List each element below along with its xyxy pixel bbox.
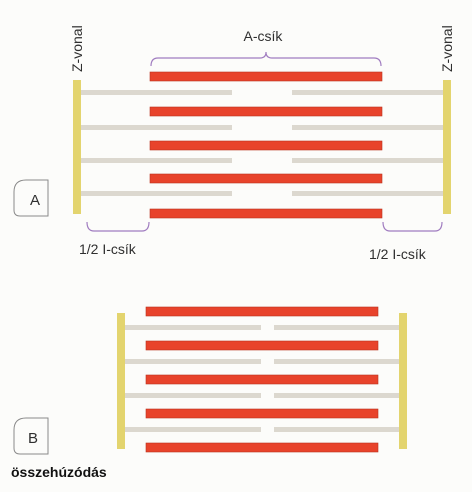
thin-filament [292, 125, 444, 130]
thin-filament [125, 325, 261, 330]
thin-filament [125, 393, 261, 398]
thin-filament [274, 393, 400, 398]
half-i-band-bracket-left [86, 221, 150, 232]
thick-filament [145, 408, 379, 419]
thin-filament [80, 90, 232, 95]
a-band-bracket [150, 51, 382, 67]
z-line-right [443, 80, 451, 214]
thick-filament [145, 374, 379, 385]
thick-filament [149, 71, 383, 82]
panel-b-label: B [28, 430, 38, 447]
panel-a-relaxed: Z-vonal Z-vonal A-csík 1/2 I-csík 1/2 I-… [13, 25, 455, 262]
panel-a-label: A [30, 192, 40, 209]
half-i-band-label-right: 1/2 I-csík [369, 246, 427, 262]
thin-filament [80, 158, 232, 163]
contraction-caption: összehúzódás [11, 464, 107, 480]
thick-filament [145, 306, 379, 317]
thin-filament [125, 427, 261, 432]
thick-filament [145, 340, 379, 351]
thin-filament [274, 427, 400, 432]
thin-filament [292, 191, 444, 196]
thin-filament [80, 191, 232, 196]
half-i-band-label-left: 1/2 I-csík [79, 241, 137, 257]
half-i-band-bracket-right [382, 221, 443, 232]
panel-a-marker [13, 179, 49, 217]
thick-filament [149, 106, 383, 117]
thin-filament [292, 90, 444, 95]
thick-filament [149, 173, 383, 184]
z-line-right [399, 313, 407, 449]
thin-filament [292, 158, 444, 163]
thin-filament [125, 359, 261, 364]
z-line-left [117, 313, 125, 449]
thick-filament [149, 140, 383, 151]
thin-filament [80, 125, 232, 130]
panel-b-contracted: B összehúzódás [11, 306, 407, 480]
z-line-label-right: Z-vonal [439, 25, 455, 72]
thin-filament [274, 359, 400, 364]
panel-b-marker [13, 417, 49, 455]
thin-filament [274, 325, 400, 330]
z-line-left [73, 80, 81, 214]
thick-filament [149, 208, 383, 219]
thick-filament [145, 442, 379, 453]
z-line-label-left: Z-vonal [69, 25, 85, 72]
a-band-label: A-csík [244, 28, 284, 44]
